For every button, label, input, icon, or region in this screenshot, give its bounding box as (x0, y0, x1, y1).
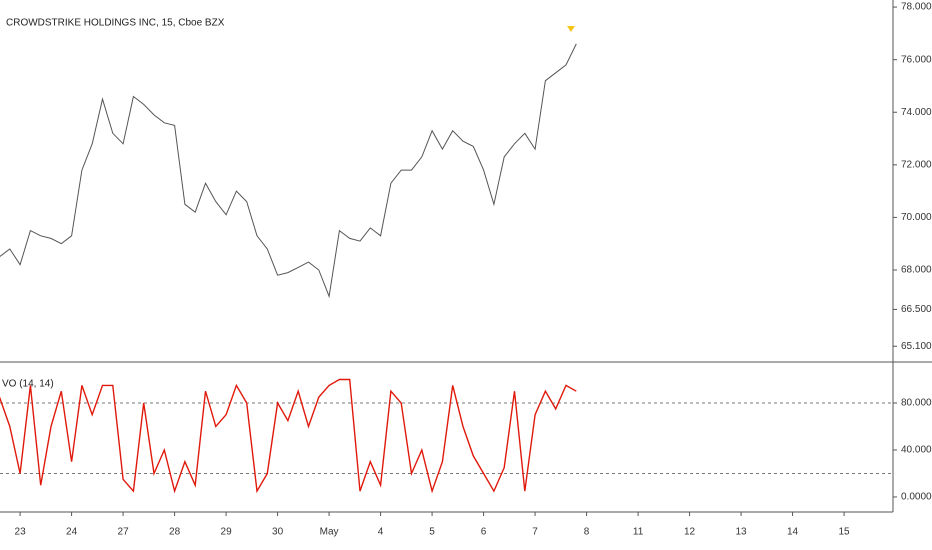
x-tick-label: 4 (378, 527, 384, 538)
x-tick-label: 28 (169, 527, 181, 538)
data-line (0, 378, 577, 494)
x-tick-label: 8 (584, 527, 590, 538)
x-tick-label: 24 (66, 527, 78, 538)
y-tick-label: 76.0000 (901, 54, 932, 65)
x-tick-label: 7 (532, 527, 538, 538)
x-tick-label: 11 (633, 527, 644, 538)
y-tick-label: 74.0000 (901, 107, 932, 118)
x-tick-label: 12 (684, 527, 696, 538)
signal-marker (567, 26, 575, 32)
y-tick-label: 68.0000 (901, 265, 932, 276)
x-tick-label: 5 (429, 527, 435, 538)
y-tick-label: 72.0000 (901, 159, 932, 170)
y-tick-label: 40.0000 (901, 445, 932, 456)
x-tick-label: May (320, 527, 339, 538)
x-tick-label: 13 (736, 527, 748, 538)
x-tick-label: 15 (839, 527, 851, 538)
y-tick-label: 65.1000 (901, 341, 932, 352)
x-tick-label: 14 (787, 527, 799, 538)
indicator-title: VO (14, 14) (2, 379, 54, 390)
x-tick-label: 30 (272, 527, 284, 538)
x-tick-label: 29 (221, 527, 233, 538)
y-tick-label: 78.0000 (901, 2, 932, 13)
y-tick-label: 0.0000 (901, 492, 932, 503)
x-tick-label: 23 (15, 527, 27, 538)
x-tick-label: 6 (481, 527, 487, 538)
data-line (0, 43, 577, 299)
chart-title: CROWDSTRIKE HOLDINGS INC, 15, Cboe BZX (6, 18, 225, 29)
y-tick-label: 66.5000 (901, 304, 932, 315)
x-tick-label: 27 (118, 527, 130, 538)
y-tick-label: 70.0000 (901, 212, 932, 223)
y-tick-label: 80.0000 (901, 398, 932, 409)
